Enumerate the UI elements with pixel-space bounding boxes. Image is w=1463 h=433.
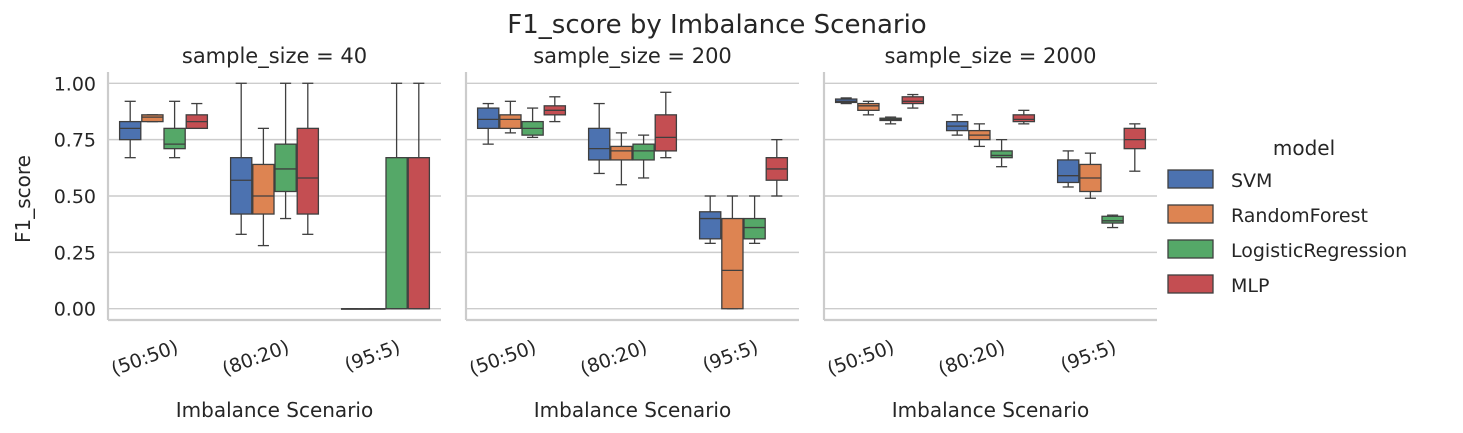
box-body xyxy=(698,211,722,240)
box-randomforest xyxy=(968,123,991,148)
box-svm xyxy=(587,102,611,175)
box-mlp xyxy=(185,102,209,130)
box-mlp xyxy=(543,96,567,123)
box-body xyxy=(721,217,744,310)
box-mlp xyxy=(654,91,678,159)
chart-title: F1_score by Imbalance Scenario xyxy=(507,10,926,40)
box-svm xyxy=(476,102,500,145)
box-body xyxy=(587,127,611,161)
box-svm xyxy=(1056,150,1080,188)
legend-label-svm: SVM xyxy=(1231,170,1272,192)
box-body xyxy=(743,217,766,240)
box-body xyxy=(407,157,431,310)
box-logisticregression xyxy=(385,82,408,310)
box-svm xyxy=(834,97,858,105)
box-randomforest xyxy=(499,100,522,134)
box-body xyxy=(163,127,186,150)
legend-label-randomforest: RandomForest xyxy=(1231,205,1368,227)
box-svm xyxy=(118,100,142,159)
box-svm xyxy=(340,308,364,310)
box-randomforest xyxy=(363,308,386,310)
facet-panel: sample_size = 200 (50:50) (80:20) (95:5) Imb… xyxy=(464,44,799,422)
box-randomforest xyxy=(857,100,880,116)
box-body xyxy=(229,157,253,215)
box-body xyxy=(1012,114,1036,123)
box-body xyxy=(632,143,655,161)
x-tick-label: (80:20) xyxy=(219,336,292,380)
y-tick-label: 0.00 xyxy=(54,299,96,321)
legend-label-logisticregression: LogisticRegression xyxy=(1231,240,1407,262)
box-logisticregression xyxy=(990,138,1013,168)
box-randomforest xyxy=(610,132,633,186)
box-body xyxy=(901,96,925,105)
box-svm xyxy=(945,114,969,136)
box-logisticregression xyxy=(632,134,655,179)
box-body xyxy=(252,163,275,215)
box-logisticregression xyxy=(879,116,902,125)
legend-label-mlp: MLP xyxy=(1231,275,1269,297)
x-axis-label: Imbalance Scenario xyxy=(176,398,373,422)
y-tick-label: 0.50 xyxy=(54,186,96,208)
x-tick-label: (50:50) xyxy=(466,336,539,380)
x-tick-label: (50:50) xyxy=(824,336,897,380)
box-body xyxy=(296,127,320,215)
box-mlp xyxy=(901,93,925,109)
y-tick-label: 0.25 xyxy=(54,242,96,264)
box-body xyxy=(476,107,500,130)
box-body xyxy=(610,145,633,161)
box-body xyxy=(857,102,880,111)
box-body xyxy=(385,157,408,310)
box-logisticregression xyxy=(521,107,544,139)
legend-title: model xyxy=(1273,136,1335,160)
box-randomforest xyxy=(721,195,744,310)
facet-panel: sample_size = 2000 (50:50) (80:20) (95:5) Im… xyxy=(822,44,1157,422)
box-body xyxy=(1123,127,1147,150)
box-svm xyxy=(229,82,253,235)
y-tick-label: 1.00 xyxy=(54,73,96,95)
legend: model SVM RandomForest LogisticRegression M… xyxy=(1167,136,1407,297)
box-body xyxy=(990,150,1013,159)
box-logisticregression xyxy=(163,100,186,159)
box-body xyxy=(654,114,678,152)
legend-swatch-logisticregression xyxy=(1167,239,1214,259)
legend-swatch-svm xyxy=(1167,169,1214,189)
box-logisticregression xyxy=(743,195,766,244)
y-axis-label: F1_score xyxy=(11,155,35,243)
box-body xyxy=(499,114,522,130)
box-body xyxy=(118,120,142,141)
facet-title: sample_size = 2000 xyxy=(885,44,1097,69)
box-body xyxy=(1101,215,1124,224)
box-randomforest xyxy=(141,114,164,123)
box-body xyxy=(274,143,297,193)
box-body xyxy=(141,114,164,123)
x-axis-label: Imbalance Scenario xyxy=(534,398,731,422)
x-tick-label: (95:5) xyxy=(342,336,404,376)
x-tick-label: (80:20) xyxy=(577,336,650,380)
box-mlp xyxy=(1012,109,1036,125)
box-svm xyxy=(698,195,722,244)
x-tick-label: (95:5) xyxy=(700,336,762,376)
x-axis-label: Imbalance Scenario xyxy=(892,398,1089,422)
box-randomforest xyxy=(1079,152,1102,199)
facet-panel: sample_size = 40 0.00 0.25 0.50 0.75 1.00 (50:… xyxy=(54,44,441,422)
box-mlp xyxy=(765,138,789,197)
x-tick-label: (50:50) xyxy=(108,336,181,380)
facet-panels: sample_size = 40 0.00 0.25 0.50 0.75 1.00 (50:… xyxy=(54,44,1157,422)
box-mlp xyxy=(296,82,320,235)
y-tick-label: 0.75 xyxy=(54,130,96,152)
box-logisticregression xyxy=(274,82,297,220)
box-mlp xyxy=(1123,123,1147,172)
facet-title: sample_size = 200 xyxy=(533,44,732,69)
box-randomforest xyxy=(252,127,275,247)
legend-swatch-mlp xyxy=(1167,274,1214,294)
x-tick-label: (95:5) xyxy=(1058,336,1120,376)
x-tick-label: (80:20) xyxy=(935,336,1008,380)
box-body xyxy=(1056,159,1080,184)
legend-swatch-randomforest xyxy=(1167,204,1214,224)
facet-title: sample_size = 40 xyxy=(182,44,367,69)
box-mlp xyxy=(407,82,431,310)
box-logisticregression xyxy=(1101,214,1124,229)
